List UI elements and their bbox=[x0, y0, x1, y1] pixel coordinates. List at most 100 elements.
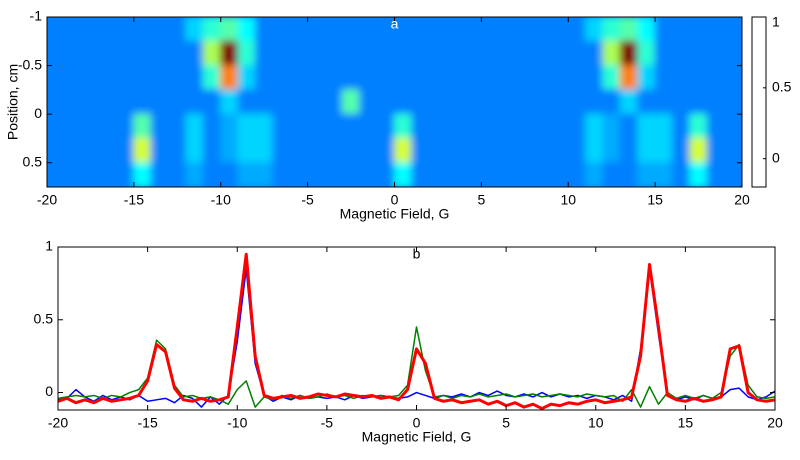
heatmap-cell bbox=[602, 113, 621, 139]
heatmap-cell bbox=[619, 162, 639, 187]
heatmap-cell bbox=[63, 89, 83, 115]
heatmap-cell bbox=[150, 162, 170, 187]
x-tick-label: -20 bbox=[48, 415, 68, 431]
heatmap-cell bbox=[359, 137, 378, 164]
heatmap-cell bbox=[47, 40, 65, 67]
heatmap-cell bbox=[428, 137, 448, 164]
x-tick-label: -15 bbox=[124, 192, 144, 208]
heatmap-cell bbox=[567, 113, 587, 139]
heatmap-cell bbox=[428, 162, 448, 187]
heatmap-cell bbox=[168, 17, 187, 42]
heatmap-cell bbox=[602, 137, 621, 164]
heatmap-cell bbox=[185, 40, 204, 67]
heatmap-cell bbox=[602, 162, 621, 187]
y-tick-label: 0 bbox=[45, 383, 53, 399]
heatmap-cell bbox=[272, 17, 291, 42]
heatmap-cell bbox=[446, 40, 465, 67]
heatmap-cell bbox=[98, 17, 117, 42]
y-tick-label: -0.5 bbox=[18, 56, 42, 72]
x-tick-label: 5 bbox=[502, 415, 510, 431]
heatmap-cell bbox=[446, 17, 465, 42]
heatmap-cell bbox=[133, 162, 152, 187]
heatmap-cell bbox=[63, 40, 83, 67]
heatmap-cell bbox=[324, 65, 343, 91]
heatmap-cell bbox=[168, 162, 187, 187]
heatmap-cell bbox=[116, 113, 135, 139]
heatmap-cell bbox=[463, 89, 482, 115]
heatmap-cell bbox=[150, 17, 170, 42]
heatmap-cell bbox=[446, 137, 465, 164]
heatmap-cell bbox=[515, 137, 534, 164]
heatmap-cell bbox=[255, 89, 274, 115]
heatmap-cell bbox=[654, 40, 673, 67]
heatmap-cell bbox=[255, 40, 274, 67]
heatmap-cell bbox=[324, 40, 343, 67]
heatmap-cell bbox=[47, 89, 65, 115]
heatmap-cell bbox=[446, 113, 465, 139]
heatmap-cell bbox=[324, 17, 343, 42]
heatmap-cell bbox=[63, 65, 83, 91]
panel-title: a bbox=[391, 16, 399, 32]
heatmap-clip bbox=[47, 17, 742, 187]
heatmap-cell bbox=[376, 162, 395, 187]
heatmap-cell bbox=[63, 17, 83, 42]
heatmap-cell bbox=[272, 40, 291, 67]
heatmap-cell bbox=[185, 89, 204, 115]
heatmap-cell bbox=[672, 40, 691, 67]
heatmap-cell bbox=[428, 113, 448, 139]
heatmap-cell bbox=[63, 113, 83, 139]
heatmap-cell bbox=[498, 137, 517, 164]
x-tick-label: -5 bbox=[321, 415, 334, 431]
plot-frame bbox=[46, 16, 743, 188]
heatmap-cell bbox=[359, 89, 378, 115]
heatmap-cell bbox=[394, 162, 413, 187]
heatmap-cell bbox=[220, 40, 239, 67]
heatmap-cell bbox=[376, 65, 395, 91]
heatmap-cell bbox=[255, 162, 274, 187]
heatmap-cell bbox=[185, 162, 204, 187]
colorbar bbox=[751, 16, 767, 188]
heatmap-cell bbox=[724, 162, 742, 187]
heatmap-cell bbox=[550, 89, 569, 115]
heatmap-cell bbox=[359, 113, 378, 139]
heatmap-cell bbox=[706, 113, 726, 139]
heatmap-cell bbox=[185, 17, 204, 42]
heatmap-cell bbox=[533, 113, 552, 139]
heatmap-cell bbox=[202, 113, 222, 139]
heatmap-cell bbox=[689, 40, 708, 67]
heatmap-cell bbox=[376, 17, 395, 42]
heatmap-cell bbox=[324, 113, 343, 139]
heatmap-cell bbox=[428, 17, 448, 42]
heatmap-cell bbox=[255, 137, 274, 164]
heatmap-cell bbox=[202, 89, 222, 115]
heatmap-cell bbox=[47, 162, 65, 187]
heatmap-cell bbox=[533, 137, 552, 164]
heatmap-cell bbox=[637, 65, 656, 91]
heatmap-cell bbox=[47, 137, 65, 164]
heatmap-cell bbox=[515, 89, 534, 115]
heatmap-cell bbox=[376, 137, 395, 164]
x-tick-label: 15 bbox=[647, 192, 663, 208]
heatmap-cell bbox=[619, 17, 639, 42]
heatmap-cell bbox=[689, 162, 708, 187]
heatmap-cell bbox=[394, 137, 413, 164]
plot-area bbox=[58, 252, 775, 410]
heatmap-cell bbox=[498, 89, 517, 115]
heatmap-cell bbox=[533, 89, 552, 115]
heatmap-cell bbox=[116, 65, 135, 91]
heatmap-cell bbox=[637, 137, 656, 164]
heatmap-cell bbox=[341, 65, 361, 91]
heatmap-cell bbox=[689, 65, 708, 91]
heatmap-cell bbox=[341, 137, 361, 164]
heatmap-cell bbox=[116, 137, 135, 164]
heatmap-cell bbox=[98, 89, 117, 115]
heatmap-cell bbox=[81, 17, 100, 42]
heatmap-cell bbox=[133, 113, 152, 139]
heatmap-cell bbox=[689, 113, 708, 139]
heatmap-cell bbox=[654, 89, 673, 115]
heatmap-cell bbox=[133, 40, 152, 67]
heatmap-cell bbox=[289, 137, 309, 164]
heatmap-cell bbox=[116, 17, 135, 42]
heatmap-cell bbox=[480, 65, 500, 91]
